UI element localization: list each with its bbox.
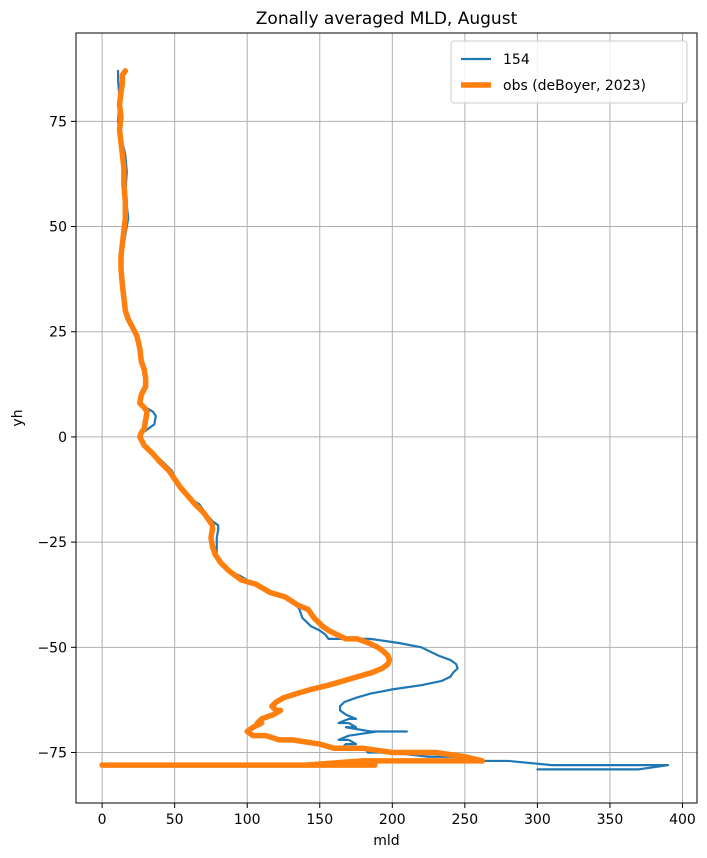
x-tick-label: 250	[451, 812, 478, 828]
x-tick-label: 50	[166, 812, 184, 828]
axes-frame	[75, 32, 698, 804]
x-tick-label: 100	[234, 812, 261, 828]
y-tick-label: 25	[49, 325, 67, 341]
x-tick-label: 0	[98, 812, 107, 828]
legend-label: obs (deBoyer, 2023)	[503, 78, 646, 94]
y-tick-label: 75	[49, 114, 67, 130]
grid	[76, 33, 697, 803]
y-tick-label: −25	[37, 535, 67, 551]
chart-title: Zonally averaged MLD, August	[256, 9, 518, 29]
x-tick-label: 400	[669, 812, 696, 828]
y-tick-label: 50	[49, 220, 67, 236]
y-tick-label: 0	[58, 430, 67, 446]
y-axis-label: yh	[10, 409, 26, 426]
legend: 154 obs (deBoyer, 2023)	[450, 40, 688, 104]
y-tick-label: −75	[37, 746, 67, 762]
x-tick-label: 200	[379, 812, 406, 828]
x-tick-label: 150	[306, 812, 333, 828]
y-tick-label: −50	[37, 640, 67, 656]
legend-box	[450, 40, 688, 104]
x-tick-label: 350	[597, 812, 624, 828]
legend-label: 154	[503, 52, 530, 68]
x-tick-label: 300	[524, 812, 551, 828]
series-line-2	[99, 68, 486, 768]
plot-area	[99, 68, 670, 771]
x-axis-label: mld	[373, 833, 399, 849]
